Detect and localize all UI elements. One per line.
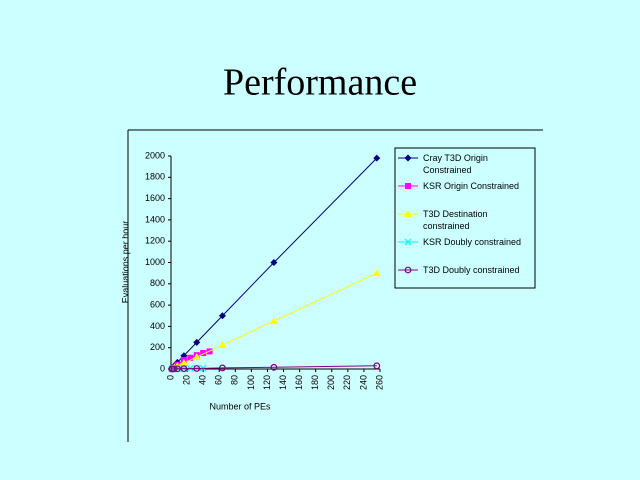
- legend-label: T3D Doubly constrained: [423, 265, 520, 275]
- marker: [180, 365, 188, 373]
- x-tick-label: 240: [358, 375, 368, 390]
- marker: [372, 269, 381, 277]
- legend-box: [394, 147, 536, 289]
- legend-label: T3D Destination constrained: [423, 209, 488, 231]
- marker: [373, 362, 381, 370]
- y-tick-label: 1200: [145, 236, 165, 246]
- x-tick-label: 260: [374, 375, 384, 390]
- marker: [219, 364, 226, 372]
- marker: [187, 354, 194, 361]
- y-tick-label: 600: [150, 299, 165, 309]
- marker: [170, 365, 178, 373]
- y-tick-label: 200: [150, 342, 165, 352]
- marker: [218, 312, 226, 320]
- y-tick-label: 2000: [145, 150, 165, 160]
- series-line: [171, 365, 377, 370]
- marker: [218, 341, 227, 349]
- legend-label: Cray T3D Origin Constrained: [423, 153, 488, 175]
- marker: [270, 259, 278, 266]
- y-tick-label: 0: [160, 363, 165, 373]
- y-tick-label: 1800: [145, 172, 165, 182]
- marker: [179, 359, 188, 367]
- marker: [373, 154, 381, 162]
- marker: [404, 238, 412, 246]
- x-tick-label: 0: [165, 375, 175, 380]
- x-tick-label: 220: [342, 375, 352, 390]
- chart-title: Performance: [223, 62, 417, 104]
- y-tick-label: 1000: [145, 257, 165, 267]
- y-tick-label: 1600: [145, 193, 165, 203]
- x-tick-label: 200: [326, 375, 336, 390]
- marker: [404, 154, 412, 162]
- x-tick-label: 40: [198, 375, 208, 385]
- x-tick-label: 120: [262, 375, 272, 390]
- x-tick-label: 20: [181, 375, 191, 385]
- legend-label: KSR Doubly constrained: [423, 237, 522, 247]
- marker: [174, 365, 181, 373]
- legend-label: KSR Origin Constrained: [423, 181, 520, 191]
- y-axis-label: Evaluations per hour: [120, 221, 130, 304]
- marker: [200, 350, 207, 357]
- x-tick-label: 60: [214, 375, 224, 385]
- x-axis-label: Number of PEs: [209, 401, 271, 411]
- x-tick-label: 100: [246, 375, 256, 390]
- x-tick-label: 140: [278, 375, 288, 390]
- marker: [405, 183, 411, 189]
- marker: [269, 317, 278, 325]
- x-tick-label: 80: [230, 375, 240, 385]
- y-tick-label: 800: [150, 278, 165, 288]
- marker: [404, 210, 412, 217]
- x-tick-label: 180: [310, 375, 320, 390]
- marker: [193, 338, 201, 346]
- y-tick-label: 1400: [145, 214, 165, 224]
- x-tick-label: 160: [294, 375, 304, 390]
- marker: [404, 266, 412, 274]
- marker: [192, 353, 201, 361]
- marker: [270, 363, 278, 371]
- marker: [193, 365, 201, 372]
- y-tick-label: 400: [150, 321, 165, 331]
